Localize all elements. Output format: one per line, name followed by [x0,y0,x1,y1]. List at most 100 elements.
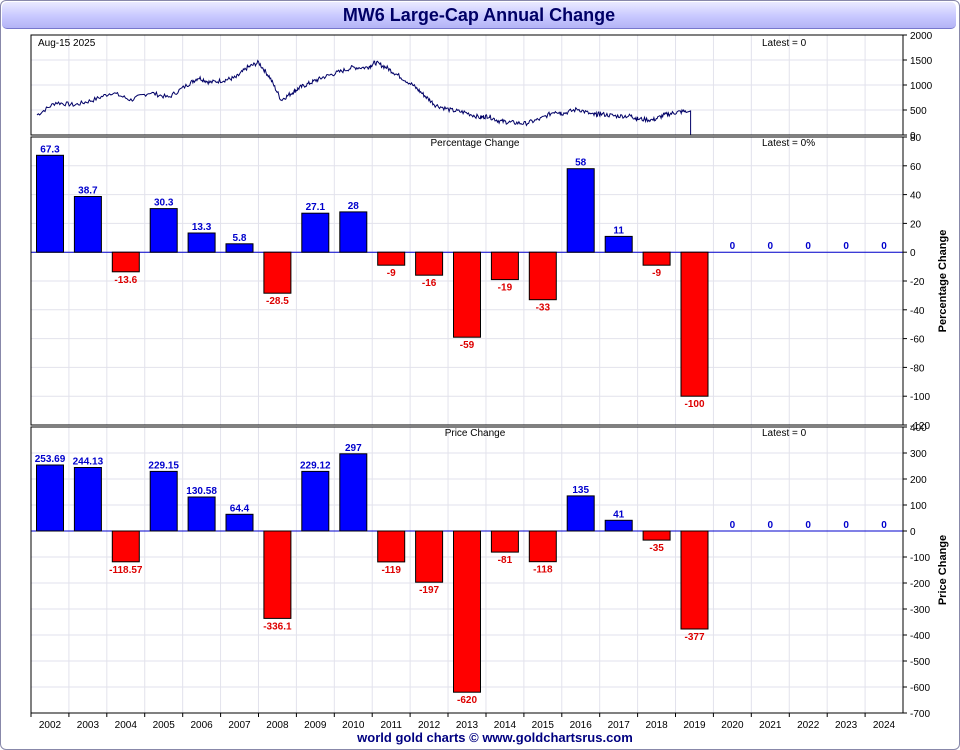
pct-y-tick-label: 20 [910,219,922,230]
x-tick-label: 2003 [77,720,100,731]
pct-y-tick-label: 80 [910,133,922,144]
x-tick-label: 2024 [873,720,896,731]
price-data-label: 229.15 [148,460,179,471]
price-y-tick-label: 0 [910,527,916,538]
pct-data-label: 13.3 [192,222,212,233]
price-data-label: -81 [498,555,513,566]
price-bar [263,530,292,619]
pct-bar [187,232,216,253]
price-y-tick-label: -700 [910,709,930,720]
top-date-label: Aug-15 2025 [38,38,96,49]
grid-layer [30,34,904,714]
price-data-label: 0 [843,520,849,531]
price-data-label: -35 [649,543,664,554]
price-bar [73,467,102,532]
x-tick-label: 2011 [380,720,402,731]
pct-data-label: -19 [498,283,513,294]
price-y-tick-label: 300 [910,449,927,460]
price-bar [528,530,557,563]
x-tick-label: 2010 [342,720,365,731]
x-tick-label: 2013 [456,720,479,731]
pct-y-tick-label: -40 [910,306,925,317]
price-data-label: 0 [805,520,811,531]
pct-data-label: 38.7 [78,186,98,197]
pct-data-label: -33 [536,303,551,314]
pct-data-label: -9 [387,268,396,279]
top-y-tick-label: 2000 [910,31,933,42]
pct-bar [225,243,254,253]
pct-bar [301,212,330,253]
top-y-tick-label: 1000 [910,81,933,92]
price-data-label: -118 [533,565,553,576]
x-tick-label: 2023 [835,720,858,731]
pct-data-label: 0 [768,241,774,252]
pct-bar [490,251,519,281]
x-tick-label: 2004 [115,720,138,731]
price-y-tick-label: -100 [910,553,930,564]
x-tick-label: 2022 [797,720,820,731]
pct-y-tick-label: 40 [910,191,922,202]
top-price-line [36,59,692,135]
price-bar [377,530,406,563]
price-data-label: 253.69 [35,454,66,465]
price-data-label: 229.12 [300,460,331,471]
price-data-label: 135 [572,485,589,496]
price-y-tick-label: 100 [910,501,927,512]
pct-y-tick-label: 60 [910,162,922,173]
price-bar [36,464,64,532]
price-data-label: 130.58 [186,486,217,497]
price-bar [604,519,633,532]
price-data-label: -377 [684,632,704,643]
price-data-label: -336.1 [263,621,292,632]
pct-bar [73,196,102,253]
pct-data-label: 28 [348,201,360,212]
price-data-label: 0 [881,520,887,531]
price-bar [339,453,368,532]
x-tick-label: 2021 [759,720,782,731]
price-data-label: 0 [768,520,774,531]
price-bar [187,496,216,532]
pct-bar [339,211,368,253]
pct-latest-label: Latest = 0% [762,138,815,149]
price-bar [415,530,444,583]
pct-bar [377,251,406,266]
price-bar [680,530,709,630]
x-tick-label: 2020 [721,720,744,731]
pct-panel-title: Percentage Change [431,138,520,149]
text-layer: Aug-15 2025 Latest = 0 Percentage Change… [35,31,949,731]
price-data-label: -197 [419,585,439,596]
price-y-axis-label: Price Change [937,535,949,605]
pct-bar [642,251,671,266]
pct-data-label: 0 [881,241,887,252]
price-data-label: -119 [381,565,401,576]
footer-credit: world gold charts © www.goldchartsrus.co… [357,730,633,745]
pct-y-tick-label: -60 [910,335,925,346]
pct-y-tick-label: -100 [910,392,930,403]
price-bar [149,470,178,532]
price-data-label: 41 [613,509,625,520]
pct-data-label: -100 [684,399,704,410]
price-y-tick-label: -600 [910,683,930,694]
pct-data-label: -16 [422,278,437,289]
price-y-tick-label: -400 [910,631,930,642]
pct-bar [149,208,178,253]
pct-data-label: 0 [730,241,736,252]
price-y-tick-label: 200 [910,475,927,486]
price-bar [111,530,140,563]
price-data-label: 244.13 [73,457,104,468]
price-data-label: 297 [345,443,362,454]
price-bar [301,470,330,532]
pct-bar [566,168,595,253]
pct-data-label: 5.8 [233,233,247,244]
price-bar [225,513,254,532]
pct-bar [453,251,481,338]
pct-data-label: -59 [460,340,475,351]
pct-data-label: 0 [843,241,849,252]
panel-borders [30,34,907,717]
panel-border [30,426,904,714]
pct-bar [263,251,292,294]
price-y-tick-label: 400 [910,423,927,434]
x-tick-label: 2007 [228,720,251,731]
price-latest-label: Latest = 0 [762,428,807,439]
